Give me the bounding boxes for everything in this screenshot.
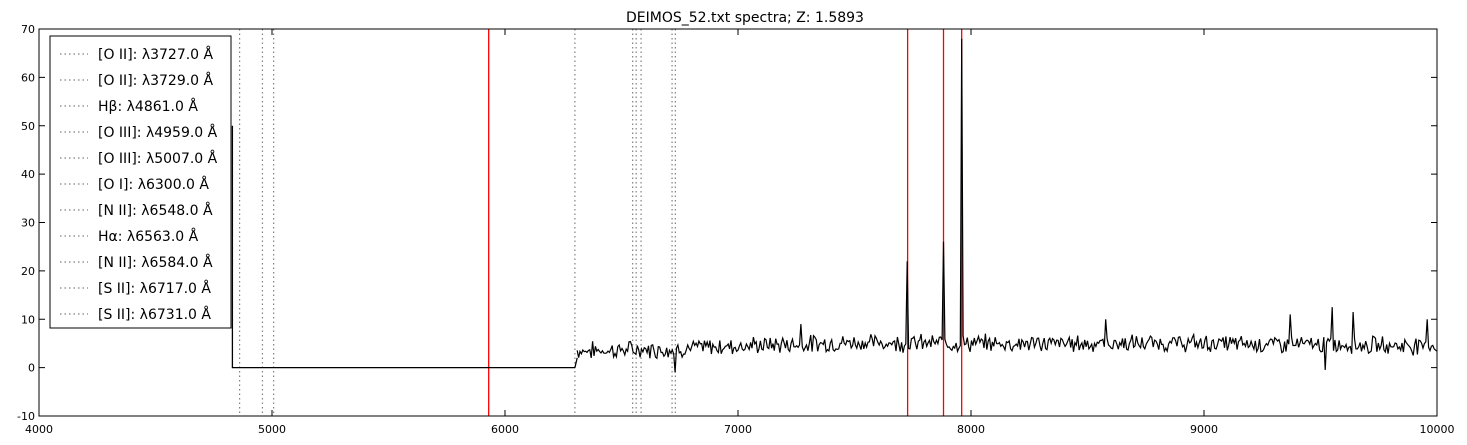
x-tick-label: 6000 (491, 423, 519, 436)
legend-entry-0: [O II]: λ3727.0 Å (98, 46, 214, 63)
y-tick-label: 60 (21, 71, 35, 84)
legend-entry-2: Hβ: λ4861.0 Å (98, 98, 198, 115)
legend-box (49, 35, 232, 329)
y-tick-label: 40 (21, 168, 35, 181)
y-tick-label: 50 (21, 120, 35, 133)
legend-entry-7: Hα: λ6563.0 Å (98, 228, 199, 245)
legend-entry-5: [O I]: λ6300.0 Å (98, 176, 209, 193)
y-tick-label: 10 (21, 313, 35, 326)
x-tick-label: 9000 (1190, 423, 1218, 436)
y-tick-label: 20 (21, 265, 35, 278)
observed-wavelength-lines (488, 29, 963, 416)
y-tick-label: 0 (28, 362, 35, 375)
spectrum-series (231, 38, 1438, 373)
legend-entry-8: [N II]: λ6584.0 Å (98, 254, 213, 271)
x-tick-label: 10000 (1420, 423, 1455, 436)
chart-title: DEIMOS_52.txt spectra; Z: 1.5893 (626, 10, 864, 26)
legend-entry-6: [N II]: λ6548.0 Å (98, 202, 213, 219)
x-tick-label: 7000 (724, 423, 752, 436)
legend-entry-9: [S II]: λ6717.0 Å (98, 280, 211, 297)
spectrum-noisy-segment (576, 38, 1438, 373)
x-tick-label: 8000 (957, 423, 985, 436)
x-tick-label: 5000 (258, 423, 286, 436)
legend: [O II]: λ3727.0 Å [O II]: λ3729.0 Å Hβ: λ4… (49, 35, 232, 329)
x-axis: 4000 5000 6000 7000 8000 9000 10000 (25, 29, 1455, 436)
legend-entry-3: [O III]: λ4959.0 Å (98, 124, 218, 141)
y-tick-label: 30 (21, 217, 35, 230)
y-tick-label: 70 (21, 23, 35, 36)
plot-frame (38, 28, 1438, 417)
rest-wavelength-lines (239, 29, 676, 416)
legend-entry-10: [S II]: λ6731.0 Å (98, 306, 211, 323)
y-tick-label: -10 (17, 410, 35, 423)
legend-entry-1: [O II]: λ3729.0 Å (98, 72, 214, 89)
y-axis: -10 0 10 20 30 40 50 60 70 (17, 23, 1437, 423)
x-tick-label: 4000 (25, 423, 53, 436)
spectrum-flat-segment-0 (231, 125, 578, 369)
legend-entry-4: [O III]: λ5007.0 Å (98, 150, 218, 167)
